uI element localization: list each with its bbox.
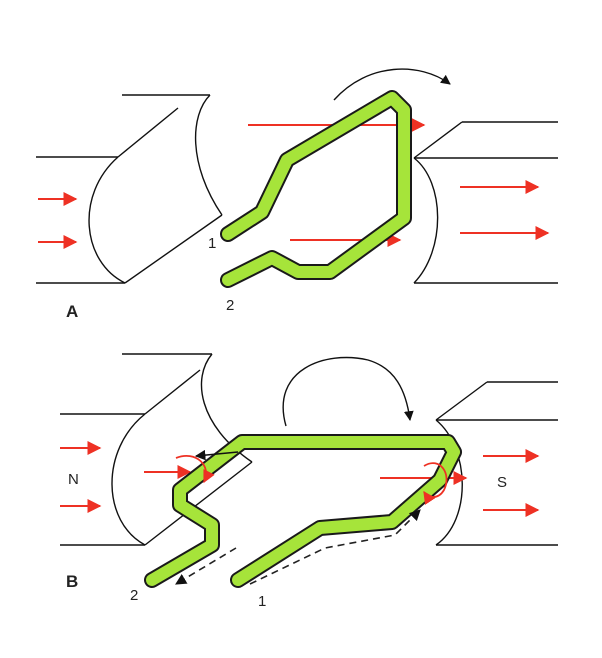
coil-loop [144, 434, 462, 588]
terminal-1-label: 1 [208, 235, 216, 252]
south-pole-label: S [497, 474, 507, 491]
force-indicators [175, 455, 448, 505]
left-magnet-pole [36, 94, 223, 284]
right-magnet-pole [413, 121, 558, 284]
rotation-arrow [282, 356, 414, 427]
panel-a-label: A [66, 302, 78, 321]
north-pole-label: N [68, 471, 79, 488]
panel-b: N S 2 1 B [60, 353, 558, 610]
terminal-2-label: 2 [226, 297, 234, 314]
panel-a: 1 2 A [36, 68, 558, 321]
terminal-2-label: 2 [130, 587, 138, 604]
terminal-1-label: 1 [258, 593, 266, 610]
rotation-arrow [333, 68, 451, 101]
coil-loop [220, 90, 412, 288]
current-direction-arrows [175, 449, 421, 585]
panel-b-label: B [66, 572, 78, 591]
left-magnet-pole [60, 353, 253, 546]
flux-arrows [60, 441, 540, 517]
flux-arrows [38, 118, 550, 249]
